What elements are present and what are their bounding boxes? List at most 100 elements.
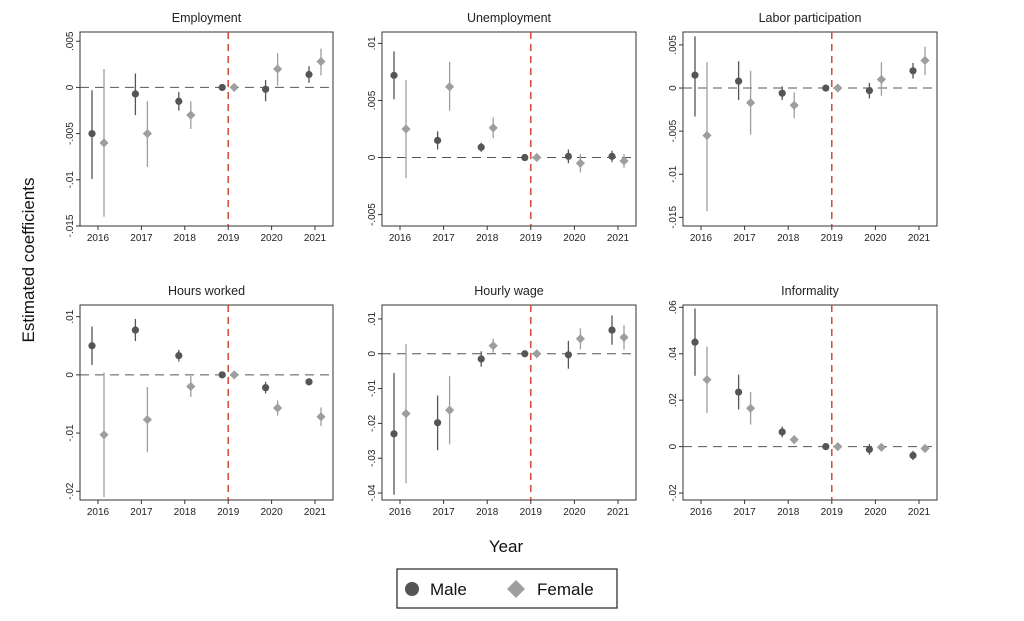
panel-5: Informality -.02 0 .02 .04 .06 2016 2017 2018 201… (668, 284, 938, 518)
y-tick-label: 0 (367, 351, 378, 357)
point-female (619, 332, 629, 342)
x-tick-label: 2016 (690, 507, 713, 518)
y-tick-label: 0 (65, 84, 76, 90)
point-female (316, 412, 326, 422)
y-tick-label: .01 (367, 312, 378, 326)
point-male (521, 153, 529, 162)
x-tick-label: 2020 (260, 507, 283, 518)
x-tick-label: 2019 (821, 233, 844, 244)
point-male (822, 443, 830, 451)
legend-male-label: Male (430, 580, 467, 599)
point-female (229, 82, 239, 93)
x-tick-label: 2021 (908, 233, 931, 244)
x-tick-label: 2020 (864, 233, 887, 244)
y-tick-label: .01 (367, 36, 378, 50)
x-tick-label: 2020 (864, 507, 887, 518)
point-male (909, 67, 917, 75)
point-male (909, 451, 917, 460)
point-female (99, 138, 109, 148)
y-tick-label: -.005 (65, 122, 76, 145)
point-male (390, 71, 398, 79)
x-tick-label: 2018 (174, 233, 197, 244)
point-male (305, 70, 313, 79)
x-tick-label: 2019 (821, 507, 844, 518)
y-tick-label: -.015 (668, 206, 679, 229)
y-tick-label: -.01 (65, 424, 76, 442)
point-male (131, 90, 139, 98)
x-tick-label: 2016 (87, 507, 110, 518)
point-female (488, 123, 498, 133)
y-tick-label: -.03 (367, 449, 378, 467)
point-female (316, 56, 326, 67)
point-male (564, 152, 573, 160)
x-tick-label: 2019 (217, 233, 240, 244)
point-female (488, 341, 498, 351)
point-female (833, 83, 843, 93)
point-male (691, 71, 699, 79)
point-male (521, 350, 529, 358)
panel-title: Labor participation (759, 11, 862, 25)
x-tick-label: 2019 (520, 233, 543, 244)
point-male (564, 351, 573, 359)
point-male (434, 419, 442, 427)
y-tick-label: 0 (668, 85, 679, 91)
y-tick-label: .06 (668, 300, 679, 314)
x-tick-label: 2019 (217, 507, 240, 518)
panel-3: Hours worked -.02 -.01 0 .01 2016 2017 2018 2019… (65, 284, 334, 518)
y-tick-label: .02 (668, 393, 679, 407)
legend: Male Female (396, 568, 618, 609)
y-tick-label: .005 (668, 35, 679, 55)
point-female (746, 403, 756, 413)
x-tick-label: 2017 (130, 233, 153, 244)
point-female (445, 405, 455, 415)
point-female (401, 409, 411, 419)
y-tick-label: -.01 (65, 171, 76, 189)
point-male (305, 378, 313, 386)
point-female (186, 110, 196, 120)
y-tick-label: .01 (65, 309, 76, 323)
point-male (218, 371, 226, 379)
point-female (142, 129, 152, 139)
y-tick-label: .005 (65, 31, 76, 51)
point-male (175, 352, 183, 360)
y-tick-label: -.01 (367, 380, 378, 398)
panel-4: Hourly wage -.04 -.03 -.02 -.01 0 .01 2016 2017 2… (367, 284, 637, 518)
panel-0: Employment -.015 -.01 -.005 0 .005 2016 2017 201… (65, 11, 334, 244)
plot-frame (79, 31, 334, 227)
point-male (608, 326, 616, 334)
y-tick-label: -.02 (367, 414, 378, 432)
point-male (175, 97, 183, 105)
x-tick-label: 2017 (733, 507, 756, 518)
point-female (702, 375, 712, 385)
x-tick-label: 2020 (563, 507, 586, 518)
y-tick-label: .04 (668, 346, 679, 360)
point-male (390, 430, 398, 438)
x-tick-label: 2016 (389, 507, 412, 518)
y-tick-label: -.005 (668, 119, 679, 142)
y-axis-label: Estimated coefficients (19, 177, 38, 342)
y-tick-label: -.01 (668, 165, 679, 183)
point-female (273, 64, 283, 74)
point-female (789, 100, 799, 110)
y-tick-label: -.02 (668, 484, 679, 502)
panel-1: Unemployment -.005 0 .005 .01 2016 2017 2018 201… (367, 11, 637, 244)
point-female (532, 152, 542, 163)
point-male (865, 445, 874, 453)
x-tick-label: 2018 (476, 507, 499, 518)
x-tick-label: 2016 (87, 233, 110, 244)
point-female (789, 435, 799, 445)
plot-frame (79, 304, 334, 501)
point-male (477, 143, 485, 151)
point-female (833, 442, 843, 452)
x-tick-label: 2020 (563, 233, 586, 244)
legend-box (396, 568, 618, 609)
x-tick-label: 2018 (174, 507, 197, 518)
point-male (218, 83, 226, 92)
panel-title: Informality (781, 284, 839, 298)
x-axis-label: Year (489, 537, 524, 556)
point-female (142, 415, 152, 425)
y-tick-label: -.005 (367, 203, 378, 226)
panel-title: Hours worked (168, 284, 245, 298)
x-tick-label: 2017 (432, 507, 455, 518)
